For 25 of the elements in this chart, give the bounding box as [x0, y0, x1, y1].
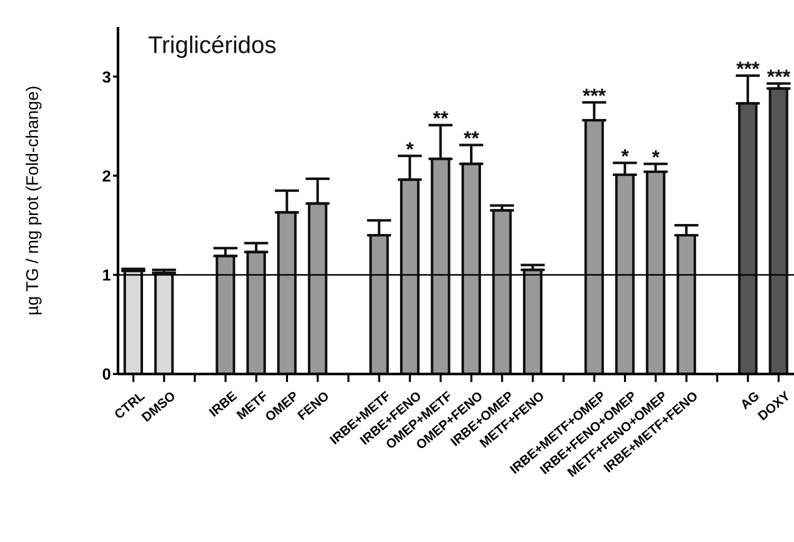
annotation: *	[652, 146, 660, 169]
annotation: ***	[766, 66, 791, 89]
y-tick-label: 1	[102, 268, 112, 285]
annotation: **	[432, 108, 449, 130]
bar	[492, 209, 512, 374]
bar	[246, 250, 266, 374]
bar	[277, 211, 297, 374]
bar	[308, 202, 328, 374]
bar	[738, 102, 758, 374]
annotation: ***	[736, 58, 760, 81]
bar	[400, 178, 420, 374]
annotation: *	[621, 146, 630, 168]
chart-title: Triglicéridos	[148, 32, 276, 60]
y-tick-label: 2	[102, 168, 112, 186]
bar	[462, 162, 482, 374]
annotation: **	[464, 128, 480, 150]
bar	[430, 158, 450, 374]
bar	[768, 87, 788, 374]
y-tick-label: 3	[102, 69, 112, 86]
y-axis-title: µg TG / mg prot (Fold-change)	[23, 86, 42, 316]
y-tick-label: 0	[102, 366, 112, 384]
annotation: *	[406, 138, 414, 161]
bar	[522, 268, 542, 374]
annotation: ***	[582, 85, 606, 108]
bar	[216, 254, 236, 374]
